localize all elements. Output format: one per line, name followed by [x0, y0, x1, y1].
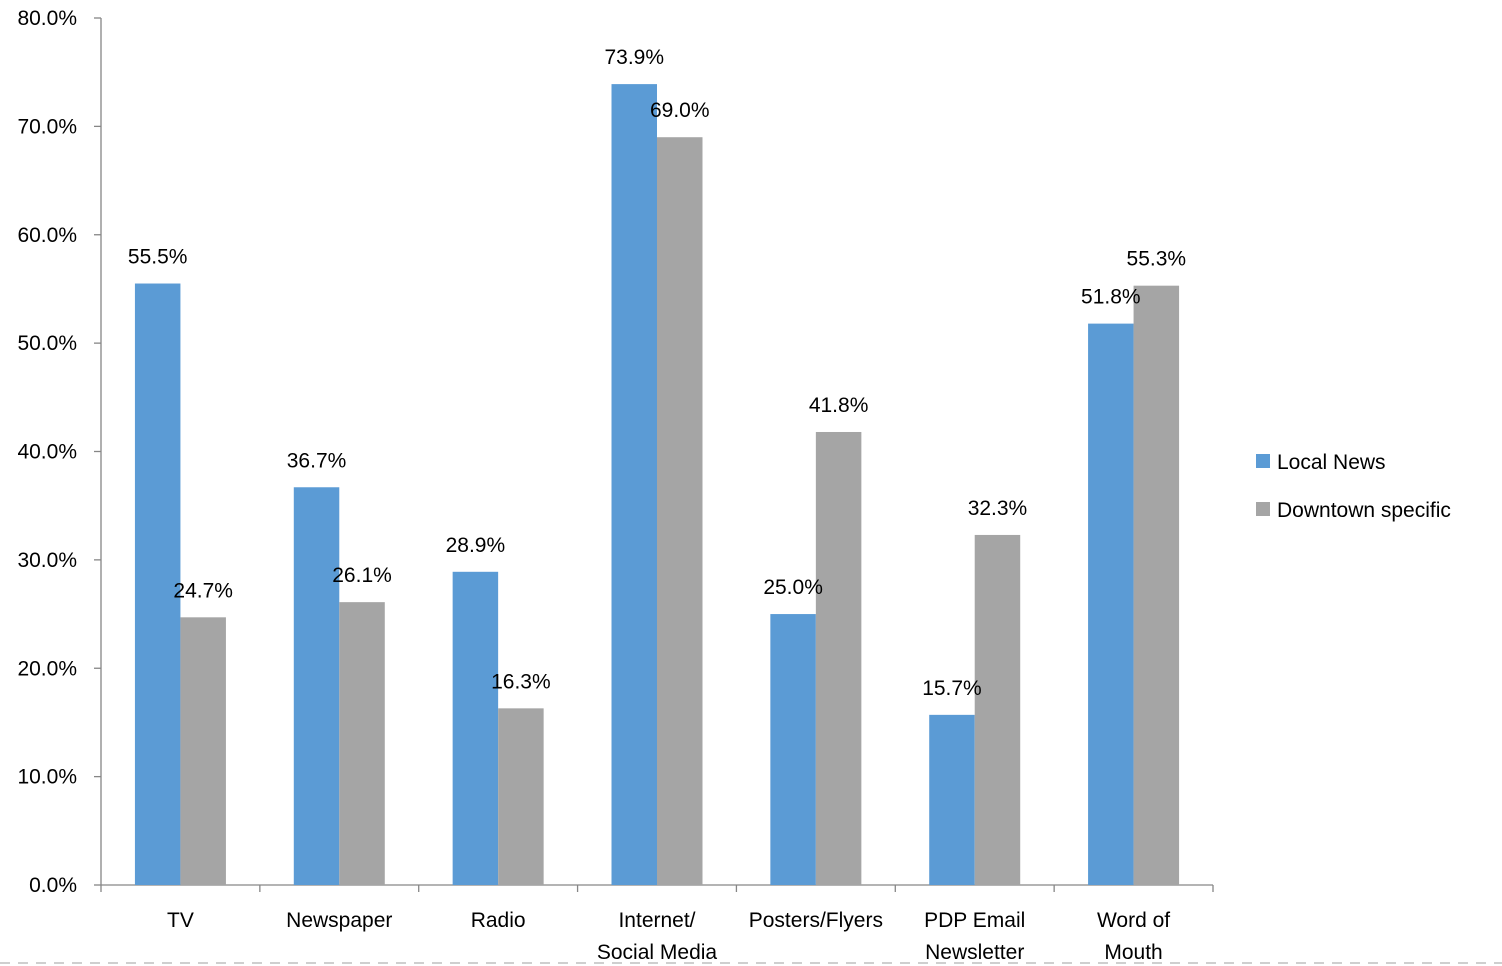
bar-local-news: [770, 614, 816, 885]
y-tick-label: 0.0%: [29, 874, 77, 897]
bar-downtown-specific: [974, 534, 1021, 885]
x-tick-label: Radio: [471, 909, 526, 932]
x-tick-label: TV: [167, 909, 194, 932]
x-tick-label: Internet/Social Media: [597, 909, 718, 964]
x-tick-label: Newspaper: [286, 909, 392, 932]
bar-downtown-specific: [180, 617, 226, 885]
data-label: 36.7%: [287, 449, 347, 472]
data-label: 73.9%: [604, 46, 664, 69]
bar-downtown-specific: [339, 602, 385, 885]
legend-label: Downtown specific: [1277, 499, 1451, 522]
legend-swatch: [1256, 454, 1270, 468]
data-label: 55.5%: [128, 246, 188, 269]
data-label: 55.3%: [1127, 248, 1187, 271]
bars: [134, 84, 1180, 885]
bar-local-news: [611, 84, 657, 885]
data-label: 15.7%: [922, 677, 982, 700]
y-tick-label: 60.0%: [17, 224, 77, 247]
bar-local-news: [452, 571, 499, 885]
y-tick-label: 70.0%: [17, 115, 77, 138]
x-tick-label: Word of Mouth: [1097, 909, 1170, 964]
data-labels: 55.5% 36.7% 28.9% 73.9% 25.0% 15.7% 51.8% 24.7%…: [128, 46, 1186, 700]
data-label: 25.0%: [763, 576, 823, 599]
data-label: 28.9%: [446, 534, 506, 557]
y-tick-label: 40.0%: [17, 441, 77, 464]
x-axis: TV Newspaper Radio Internet/Social Media Pos…: [100, 884, 1214, 964]
x-tick-label: PDP Email Newsletter: [924, 909, 1025, 964]
bar-downtown-specific: [498, 708, 544, 885]
data-label: 16.3%: [491, 670, 551, 693]
bar-downtown-specific: [1133, 285, 1180, 885]
bar-local-news: [1088, 323, 1134, 885]
legend: Local News Downtown specific: [1256, 451, 1451, 522]
legend-swatch: [1256, 502, 1270, 516]
bar-local-news: [134, 283, 181, 885]
legend-label: Local News: [1277, 451, 1386, 474]
y-tick-label: 20.0%: [17, 657, 77, 680]
bar-local-news: [929, 714, 975, 885]
data-label: 26.1%: [332, 564, 392, 587]
data-label: 51.8%: [1081, 286, 1141, 309]
y-tick-label: 30.0%: [17, 549, 77, 572]
bar-local-news: [293, 487, 340, 885]
y-tick-label: 80.0%: [17, 7, 77, 30]
data-label: 69.0%: [650, 99, 710, 122]
data-label: 41.8%: [809, 394, 869, 417]
y-tick-label: 10.0%: [17, 766, 77, 789]
data-label: 24.7%: [173, 579, 233, 602]
y-axis: 0.0% 10.0% 20.0% 30.0% 40.0% 50.0% 60.0% 70.0% 8…: [17, 7, 102, 897]
y-tick-label: 50.0%: [17, 332, 77, 355]
data-label: 32.3%: [968, 497, 1028, 520]
bar-downtown-specific: [815, 431, 862, 885]
bar-downtown-specific: [657, 137, 703, 885]
x-tick-label: Posters/Flyers: [749, 909, 883, 932]
